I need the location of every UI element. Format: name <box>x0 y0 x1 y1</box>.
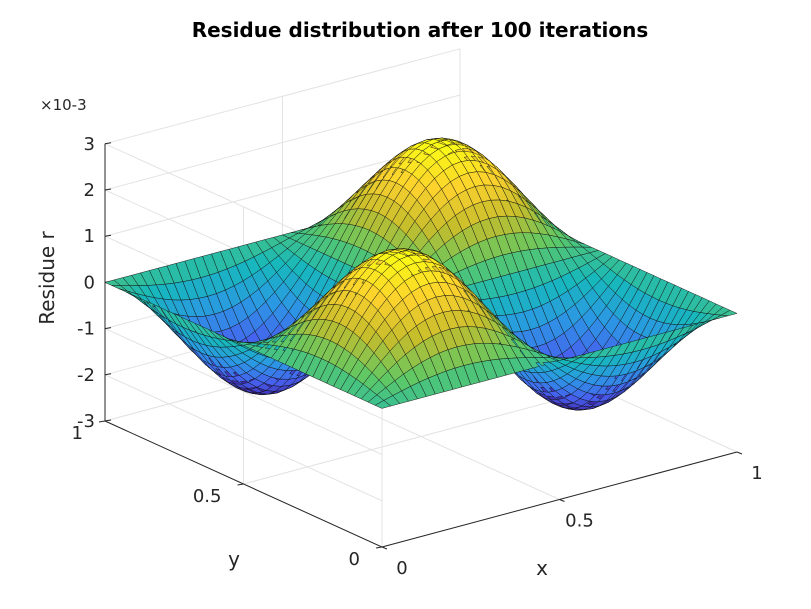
y-tick-label: 0 <box>349 549 360 570</box>
x-tick-label: 1 <box>751 463 762 484</box>
grid-line <box>282 373 560 500</box>
y-axis-label: y <box>228 547 240 571</box>
z-tick-label: -2 <box>77 365 95 386</box>
z-tick-label: 3 <box>84 134 95 155</box>
x-tick-mark <box>736 451 743 455</box>
y-tick-mark <box>237 483 244 486</box>
z-tick-mark <box>104 327 112 330</box>
z-tick-label: 2 <box>84 180 95 201</box>
x-tick-label: 0.5 <box>565 511 594 532</box>
chart-title: Residue distribution after 100 iteration… <box>192 18 649 42</box>
y-tick-label: 0.5 <box>193 486 222 507</box>
surface-mesh <box>104 137 738 411</box>
y-tick-mark <box>98 420 106 423</box>
x-tick-mark <box>559 499 565 502</box>
z-exponent-label: ×10-3 <box>40 96 87 114</box>
z-tick-label: -1 <box>77 319 95 340</box>
z-tick-mark <box>104 419 112 422</box>
z-tick-label: 0 <box>84 272 95 293</box>
z-tick-mark <box>104 234 112 237</box>
y-tick-mark <box>375 546 383 549</box>
z-tick-mark <box>104 142 112 145</box>
x-axis-label: x <box>536 556 548 580</box>
z-tick-mark <box>104 373 112 376</box>
z-axis-label: Residue r <box>35 230 59 324</box>
z-tick-label: -3 <box>77 411 95 432</box>
z-tick-label: 1 <box>84 226 95 247</box>
surface-facet <box>720 310 738 317</box>
x-tick-label: 0 <box>396 558 407 579</box>
x-tick-mark <box>381 546 388 550</box>
y-tick-label: 1 <box>72 423 83 444</box>
z-tick-mark <box>104 188 112 191</box>
